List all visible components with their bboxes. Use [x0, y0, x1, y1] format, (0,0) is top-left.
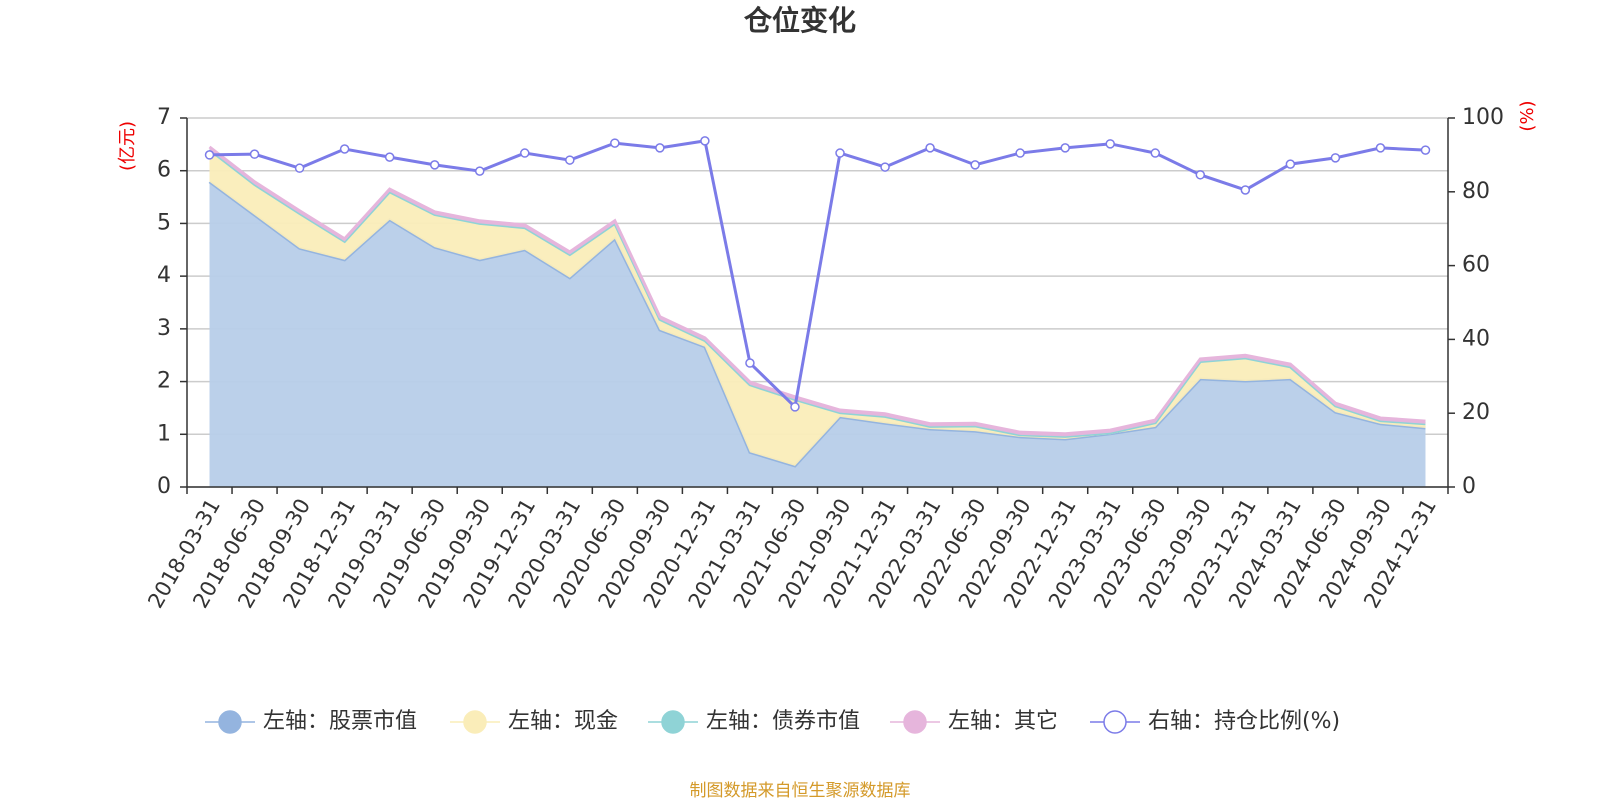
ratio-point: [610, 138, 620, 148]
ratio-point: [429, 160, 440, 170]
y2-tick-label: 60: [1462, 253, 1490, 278]
legend-label: 右轴：持仓比例(%): [1148, 709, 1340, 734]
ratio-point: [880, 162, 890, 172]
ratio-point: [1285, 159, 1296, 169]
legend-item: 右轴：持仓比例(%): [1090, 709, 1340, 734]
ratio-point: [1105, 139, 1115, 149]
chart-title: 仓位变化: [744, 4, 856, 37]
y2-tick-label: 40: [1462, 326, 1490, 351]
ratio-line: [209, 139, 1426, 410]
ratio-point: [1375, 143, 1386, 153]
y-tick-label: 6: [157, 158, 171, 183]
y2-tick-label: 100: [1462, 105, 1504, 130]
y-tick-label: 1: [157, 421, 171, 446]
area-fill: [209, 149, 1426, 466]
y-tick-label: 3: [157, 316, 171, 341]
legend-label: 左轴：债券市值: [706, 709, 860, 734]
legend-marker: [903, 710, 927, 734]
ratio-point: [249, 149, 260, 159]
ratio-point: [1195, 170, 1206, 180]
legend-label: 左轴：其它: [948, 709, 1058, 734]
legend-marker: [463, 710, 487, 734]
y2-tick-label: 20: [1462, 400, 1490, 425]
y2-tick-label: 0: [1462, 474, 1476, 499]
ratio-point: [655, 143, 665, 153]
legend-item: 左轴：股票市值: [205, 709, 417, 734]
y-tick-label: 7: [157, 105, 171, 130]
ratio-point: [1060, 143, 1070, 153]
legend-item: 左轴：现金: [450, 709, 618, 734]
legend-item: 左轴：债券市值: [648, 709, 860, 734]
area-fill: [209, 181, 1426, 487]
ratio-point: [835, 148, 845, 158]
area-line: [208, 145, 1426, 436]
source-note: 制图数据来自恒生聚源数据库: [690, 781, 911, 800]
legend-marker: [661, 710, 685, 734]
y-tick-label: 4: [157, 263, 171, 288]
y2-axis-label: (%): [1517, 100, 1538, 131]
ratio-point: [384, 152, 395, 162]
ratio-point: [1240, 185, 1251, 195]
ratio-point: [520, 148, 530, 158]
legend-marker: [218, 710, 242, 734]
ratio-point: [1420, 145, 1431, 155]
y-axis-label: (亿元): [117, 121, 138, 171]
legend-marker: [1103, 710, 1127, 734]
ratio-point: [1330, 153, 1341, 163]
y-tick-label: 2: [157, 369, 171, 394]
ratio-point: [294, 163, 305, 173]
ratio-point: [1150, 148, 1161, 158]
y-tick-label: 0: [157, 474, 171, 499]
legend-item: 左轴：其它: [890, 709, 1058, 734]
y2-tick-label: 80: [1462, 179, 1490, 204]
ratio-point: [700, 136, 710, 146]
ratio-point: [339, 144, 350, 154]
ratio-point: [565, 155, 575, 165]
legend-label: 左轴：现金: [508, 709, 618, 734]
ratio-point: [925, 143, 935, 153]
y-tick-label: 5: [157, 210, 171, 235]
ratio-point: [474, 166, 485, 176]
ratio-point: [790, 402, 800, 412]
legend-label: 左轴：股票市值: [263, 709, 417, 734]
ratio-point: [970, 160, 980, 170]
ratio-point: [745, 358, 755, 368]
ratio-point: [1015, 148, 1025, 158]
ratio-point: [204, 150, 215, 160]
